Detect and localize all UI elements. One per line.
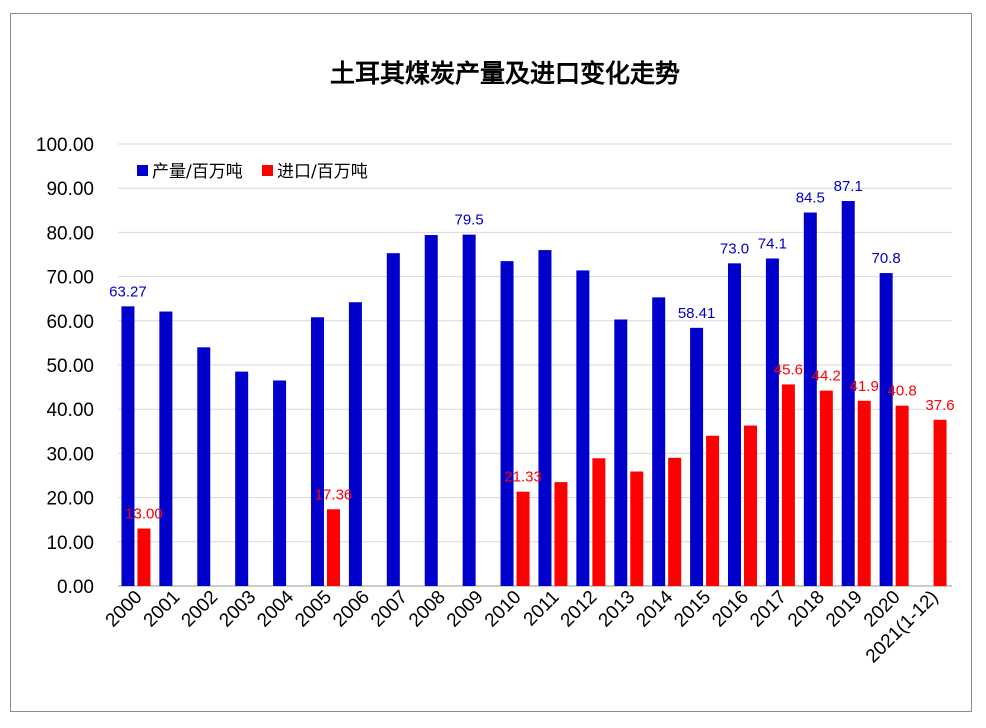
y-tick-label: 50.00: [46, 356, 94, 377]
y-tick-label: 100.00: [36, 135, 94, 156]
x-tick-label: 2001: [140, 587, 185, 632]
production-bar: [841, 201, 855, 586]
x-tick-label: 2002: [178, 587, 223, 632]
import-bar: [137, 528, 151, 586]
production-bar: [538, 250, 552, 586]
legend-swatch-import: [262, 165, 273, 176]
import-bar: [327, 509, 340, 586]
import-bar: [781, 384, 795, 586]
import-bar: [630, 471, 644, 586]
y-tick-label: 70.00: [46, 268, 94, 289]
import-data-label: 45.6: [774, 361, 803, 378]
production-bar: [765, 258, 779, 586]
x-tick-label: 2006: [329, 587, 374, 632]
import-bar: [668, 457, 682, 586]
production-bar: [614, 319, 628, 586]
production-bar: [121, 306, 135, 586]
import-bar: [895, 405, 909, 586]
production-bar: [273, 380, 287, 586]
bars: [121, 201, 947, 587]
import-data-label: 37.6: [925, 397, 954, 414]
production-data-label: 74.1: [758, 235, 787, 252]
production-data-label: 70.8: [872, 250, 901, 267]
production-bar: [652, 297, 666, 586]
production-bar: [803, 212, 817, 586]
production-bar: [728, 263, 741, 586]
y-tick-label: 10.00: [46, 533, 94, 554]
import-data-label: 13.00: [125, 506, 163, 523]
y-tick-label: 90.00: [46, 179, 94, 200]
production-data-label: 58.41: [678, 305, 716, 322]
production-bar: [424, 235, 438, 586]
x-tick-label: 2008: [405, 587, 450, 632]
chart-frame: [10, 13, 972, 712]
x-tick-label: 2011: [520, 587, 564, 631]
import-bar: [744, 425, 757, 586]
x-tick-label: 2007: [367, 587, 412, 632]
x-tick-label: 2019: [822, 587, 867, 632]
production-bar: [197, 347, 211, 586]
chart-title: 土耳其煤炭产量及进口变化走势: [330, 59, 680, 88]
production-bar: [879, 273, 893, 586]
x-tick-label: 2005: [291, 587, 336, 632]
x-tick-label: 2013: [595, 587, 640, 632]
production-bar: [159, 311, 173, 586]
x-tick-label: 2004: [253, 586, 298, 631]
import-bar: [516, 491, 530, 586]
legend: 产量/百万吨 进口/百万吨: [137, 162, 368, 182]
x-tick-label: 2018: [784, 587, 829, 632]
x-tick-label: 2003: [215, 587, 260, 632]
x-tick-label: 2017: [746, 587, 791, 632]
import-bar: [554, 482, 568, 586]
production-data-label: 87.1: [834, 178, 863, 195]
y-tick-label: 20.00: [46, 489, 94, 510]
x-tick-label: 2000: [102, 587, 147, 632]
production-bar: [462, 234, 476, 587]
import-bar: [819, 390, 833, 586]
legend-label-production: 产量/百万吨: [152, 162, 243, 182]
y-axis-ticks: 0.00 10.00 20.00 30.00 40.00 50.00 60.00 70.00 8…: [36, 135, 94, 598]
import-data-label: 17.36: [315, 486, 353, 503]
production-bar: [235, 371, 249, 586]
production-bar: [348, 302, 362, 586]
import-bar: [933, 419, 947, 586]
import-bar: [857, 400, 871, 586]
production-data-label: 84.5: [796, 190, 825, 207]
production-bar: [386, 253, 400, 586]
production-data-label: 79.5: [455, 212, 484, 229]
production-bar: [500, 261, 514, 586]
import-data-label: 41.9: [850, 378, 879, 395]
production-data-label: 63.27: [109, 283, 147, 300]
x-tick-label: 2016: [708, 587, 753, 632]
x-tick-label: 2009: [443, 587, 488, 632]
import-data-label: 21.33: [504, 469, 542, 486]
x-tick-label: 2015: [670, 587, 715, 632]
import-data-label: 40.8: [888, 383, 917, 400]
production-bar: [690, 327, 704, 586]
y-tick-label: 60.00: [46, 312, 94, 333]
x-tick-label: 2012: [557, 587, 602, 632]
data-labels: 63.27 79.5 58.41 73.0 74.1 84.5 87.1 70.8 13.00 1…: [109, 178, 954, 523]
x-tick-label: 2010: [481, 587, 526, 632]
y-tick-label: 40.00: [46, 400, 94, 421]
x-axis-ticks: 2000200120022003200420052006200720082009…: [102, 586, 943, 667]
legend-swatch-production: [137, 165, 148, 176]
import-data-label: 44.2: [812, 368, 841, 385]
y-tick-label: 30.00: [46, 444, 94, 465]
x-tick-label: 2014: [632, 586, 677, 631]
production-bar: [576, 270, 590, 586]
y-tick-label: 0.00: [57, 577, 94, 598]
import-bar: [706, 435, 720, 586]
import-bar: [592, 458, 606, 586]
production-data-label: 73.0: [720, 240, 749, 257]
y-tick-label: 80.00: [46, 223, 94, 244]
production-bar: [311, 317, 324, 586]
legend-label-import: 进口/百万吨: [277, 162, 368, 182]
